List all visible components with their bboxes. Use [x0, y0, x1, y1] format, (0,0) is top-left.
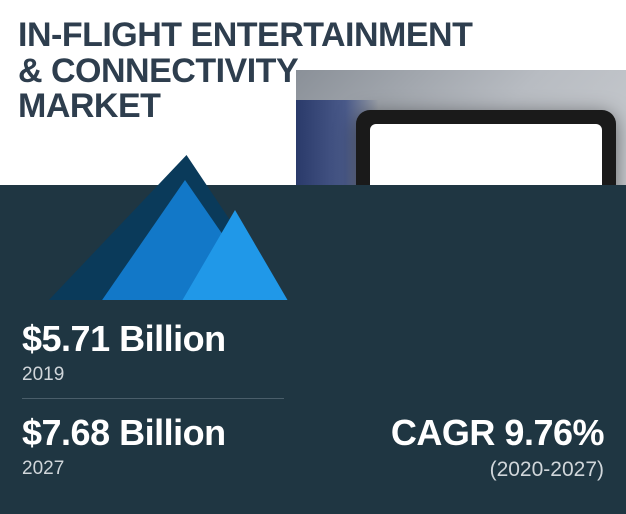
cagr-block: CAGR 9.76% (2020-2027)	[391, 412, 604, 482]
page-title: IN-FLIGHT ENTERTAINMENT & CONNECTIVITY M…	[18, 18, 472, 125]
cagr-period: (2020-2027)	[391, 458, 604, 482]
stat-2019: $5.71 Billion 2019	[22, 318, 226, 386]
stats-panel: $5.71 Billion 2019 $7.68 Billion 2027 CA…	[0, 300, 626, 514]
stat-2027: $7.68 Billion 2027	[22, 412, 226, 480]
cagr-value: CAGR 9.76%	[391, 412, 604, 454]
title-line-3: MARKET	[18, 89, 472, 125]
stat-2027-value: $7.68 Billion	[22, 412, 226, 454]
stat-divider	[22, 398, 284, 399]
stat-2027-year: 2027	[22, 458, 226, 480]
stat-2019-year: 2019	[22, 364, 226, 386]
title-line-2: & CONNECTIVITY	[18, 54, 472, 90]
stat-2019-value: $5.71 Billion	[22, 318, 226, 360]
infographic-container: IN-FLIGHT ENTERTAINMENT & CONNECTIVITY M…	[0, 0, 626, 514]
title-line-1: IN-FLIGHT ENTERTAINMENT	[18, 18, 472, 54]
header: IN-FLIGHT ENTERTAINMENT & CONNECTIVITY M…	[18, 18, 472, 125]
